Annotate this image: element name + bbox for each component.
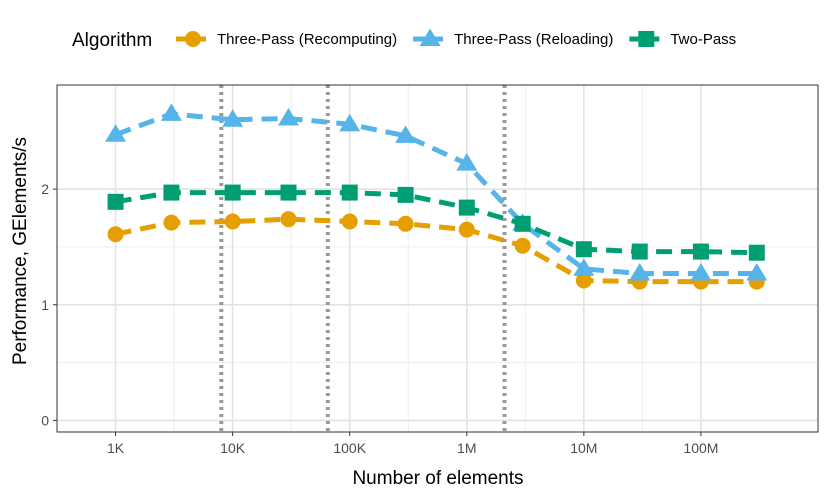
data-point-three-pass-recomputing [107,226,124,243]
plot-panel-background [57,85,818,432]
plot-panel-border [56,84,819,433]
data-point-three-pass-reloading [746,263,768,281]
legend-items: Three-Pass (Recomputing) Three-Pass (Relo… [176,28,736,48]
data-point-three-pass-recomputing [341,213,358,230]
series-line-two-pass [115,190,757,256]
x-tick-label: 10M [570,440,597,456]
y-axis-title: Performance, GElements/s [10,137,31,365]
data-point-three-pass-recomputing [575,272,592,289]
legend: Algorithm Three-Pass (Recomputing) Three-… [72,28,736,51]
data-point-two-pass [692,243,709,260]
data-point-three-pass-reloading [160,103,182,121]
data-point-two-pass [397,186,414,203]
data-point-three-pass-reloading [456,153,478,171]
data-point-three-pass-recomputing [514,237,531,254]
data-point-two-pass [280,184,297,201]
data-point-three-pass-reloading [222,109,244,127]
series-points [105,103,768,290]
data-point-three-pass-recomputing [163,214,180,231]
legend-label: Three-Pass (Reloading) [454,31,613,48]
data-point-two-pass [163,184,180,201]
data-point-two-pass [224,184,241,201]
x-tick-label: 10K [220,440,246,456]
axes: 1K 10K 100K 1M 10M 100M 0 1 2 Number of element… [10,137,718,489]
y-axis: 0 1 2 [41,181,57,428]
data-point-three-pass-recomputing [397,215,414,232]
legend-item-three-pass-recomputing: Three-Pass (Recomputing) [176,31,397,48]
plot-area [56,84,819,433]
x-axis: 1K 10K 100K 1M 10M 100M [107,432,718,456]
data-point-three-pass-recomputing [280,211,297,228]
y-tick-label: 1 [41,297,49,313]
legend-key-marker [185,31,201,47]
legend-key-marker [638,31,655,47]
data-point-two-pass [748,244,765,261]
data-point-three-pass-reloading [690,263,712,281]
data-point-two-pass [458,199,475,216]
legend-label: Two-Pass [670,31,736,48]
x-tick-label: 100M [683,440,718,456]
data-point-two-pass [341,184,358,201]
y-tick-label: 2 [41,181,49,197]
x-axis-title: Number of elements [352,468,523,489]
legend-title: Algorithm [72,30,152,51]
x-tick-label: 1K [107,440,125,456]
data-point-two-pass [631,243,648,260]
data-point-three-pass-reloading [629,263,651,281]
series-line-three-pass-recomputing [115,216,757,285]
data-point-two-pass [514,215,531,232]
data-point-three-pass-recomputing [458,221,475,238]
series-line-three-pass-reloading [114,111,757,276]
y-tick-label: 0 [41,412,49,428]
data-point-three-pass-recomputing [224,213,241,230]
legend-label: Three-Pass (Recomputing) [217,31,397,48]
data-point-three-pass-reloading [395,125,417,143]
data-point-two-pass [107,193,124,210]
data-point-three-pass-reloading [573,258,595,276]
legend-key-marker [419,28,441,46]
data-point-three-pass-reloading [339,113,361,132]
data-point-three-pass-reloading [278,108,300,126]
grid-major [57,85,818,432]
data-point-two-pass [575,241,592,258]
legend-item-three-pass-reloading: Three-Pass (Reloading) [413,28,613,48]
x-tick-label: 100K [333,440,366,456]
legend-item-two-pass: Two-Pass [629,31,736,48]
series-lines [114,111,757,285]
x-tick-label: 1M [457,440,476,456]
reference-lines [219,85,507,432]
data-point-three-pass-reloading [105,124,127,142]
